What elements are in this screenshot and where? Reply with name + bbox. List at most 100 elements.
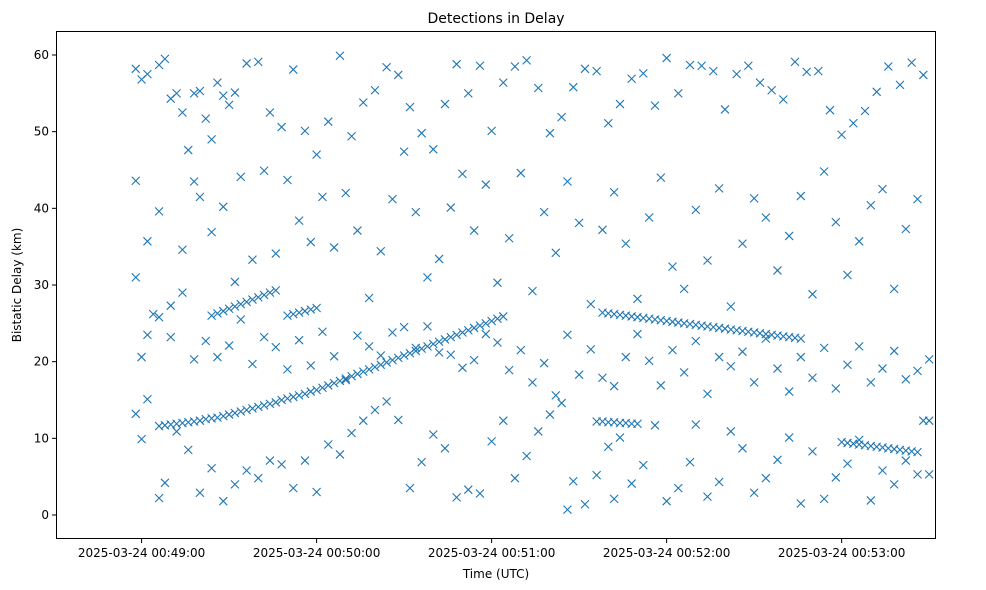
data-point-marker [563,330,572,340]
data-point-marker [440,443,450,453]
data-point-marker [662,53,672,63]
data-point-marker [195,488,205,498]
data-point-marker [668,262,677,271]
data-point-marker [568,82,578,92]
data-point-marker [533,427,543,436]
data-point-marker [364,364,374,374]
data-point-marker [691,205,701,215]
data-point-marker [627,74,637,84]
data-point-marker [580,64,590,74]
data-point-marker [784,387,794,396]
data-point-marker [539,207,549,217]
data-point-marker [656,173,666,183]
data-point-marker [574,370,584,380]
data-point-marker [300,456,310,465]
data-point-marker [673,483,683,493]
data-point-marker [148,309,158,319]
data-point-marker [889,346,899,356]
data-point-marker [207,227,216,237]
data-point-marker [154,207,164,216]
x-axis: 2025-03-24 00:49:00 2025-03-24 00:50:00 20… [78,539,905,560]
data-point-marker [603,442,613,452]
data-point-marker [533,83,543,93]
data-point-marker [347,371,357,381]
data-point-marker [236,172,246,182]
data-point-marker [749,377,759,387]
data-point-marker [808,446,817,456]
data-point-marker [218,496,228,506]
data-point-marker [796,352,806,362]
data-point-marker [341,188,351,198]
data-point-marker [154,312,164,322]
data-point-marker [907,58,917,68]
y-axis-label: Bistatic Delay (km) [10,228,24,343]
data-point-marker [539,358,549,368]
data-point-marker [843,270,852,280]
data-point-marker [819,494,829,504]
data-point-marker [183,145,193,155]
data-point-marker [364,341,374,351]
y-tick-label: 0 [41,508,49,522]
data-point-marker [143,236,152,246]
data-point-marker [329,351,339,361]
scatter-markers [131,51,934,515]
data-point-marker [388,328,397,337]
data-point-marker [242,466,251,475]
data-point-marker [341,375,351,385]
data-point-marker [277,460,286,469]
data-point-marker [802,67,812,77]
data-point-marker [201,336,211,346]
data-point-marker [878,364,887,373]
data-point-marker [738,347,747,357]
data-point-marker [423,272,432,282]
data-point-marker [166,301,176,311]
data-point-marker [924,469,934,479]
data-point-marker [878,184,887,194]
data-point-marker [265,108,275,117]
data-point-marker [224,410,234,419]
data-point-marker [475,489,485,498]
data-point-marker [154,493,164,503]
y-tick-label: 20 [34,355,49,369]
data-point-marker [825,105,835,115]
data-point-marker [726,302,736,311]
data-point-marker [347,428,357,438]
data-point-marker [755,78,765,87]
data-point-marker [609,381,619,391]
y-tick-label: 60 [34,48,49,62]
data-point-marker [376,246,386,256]
data-point-marker [329,378,339,388]
data-point-marker [213,78,222,87]
data-point-marker [312,385,321,395]
data-point-marker [242,59,251,68]
data-point-marker [475,61,485,71]
data-point-marker [586,345,596,354]
data-point-marker [306,305,316,314]
data-point-marker [866,377,876,387]
data-point-marker [796,334,806,344]
data-point-marker [924,354,934,364]
data-point-marker [872,87,882,97]
data-point-marker [248,359,257,369]
data-point-marker [323,117,333,127]
plot-area [56,31,936,539]
data-point-marker [749,193,759,203]
data-point-marker [358,367,368,377]
data-point-marker [452,330,462,340]
data-point-marker [388,194,397,204]
data-point-marker [918,70,928,80]
x-axis-label: Time (UTC) [462,567,529,581]
data-point-marker [504,233,514,243]
data-point-marker [528,286,537,296]
data-point-marker [405,483,415,493]
y-tick-label: 30 [34,278,49,292]
data-point-marker [883,62,893,71]
data-point-marker [353,226,362,235]
data-point-marker [271,342,281,352]
data-point-marker [172,88,181,98]
data-point-marker [778,95,788,104]
data-point-marker [516,168,526,178]
data-point-marker [259,332,269,342]
data-point-marker [423,322,432,331]
